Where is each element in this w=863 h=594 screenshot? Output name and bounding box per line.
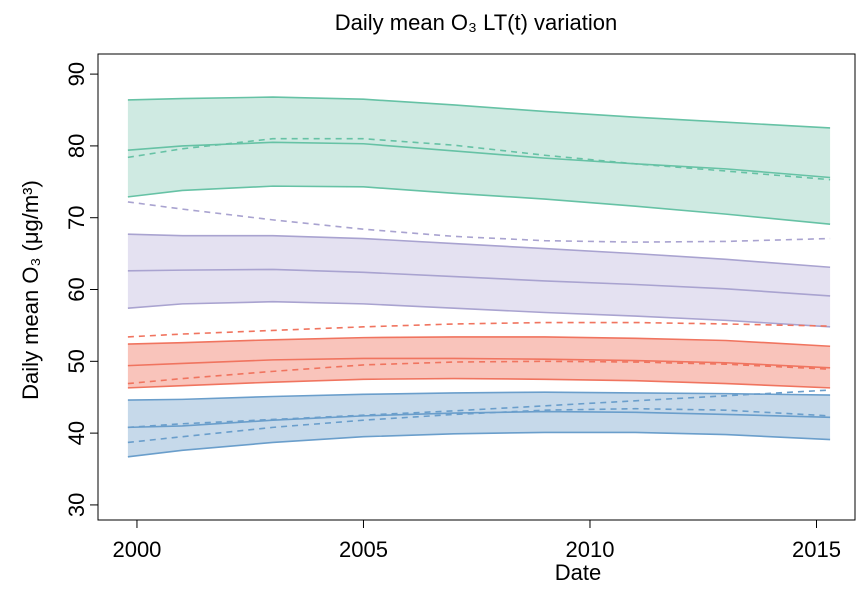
band-upper-edge [127, 233, 831, 269]
dashed-line [127, 321, 831, 338]
x-tick-label: 2005 [339, 537, 388, 562]
x-tick-label: 2010 [566, 537, 615, 562]
y-axis-title: Daily mean O₃ (μg/m³) [18, 180, 43, 400]
y-tick-label: 60 [64, 277, 89, 301]
trend-line [127, 268, 831, 297]
y-tick-label: 80 [64, 134, 89, 158]
x-tick-label: 2000 [112, 537, 161, 562]
y-tick-label: 30 [64, 493, 89, 517]
y-tick-label: 40 [64, 421, 89, 445]
band-lower-edge [127, 300, 831, 328]
y-tick-label: 50 [64, 349, 89, 373]
band-upper-edge [127, 336, 831, 348]
trend-line [127, 410, 831, 429]
y-tick-label: 70 [64, 205, 89, 229]
trend-line [127, 141, 831, 179]
confidence-band [127, 97, 831, 225]
y-tick-label: 90 [64, 62, 89, 86]
band-lower-edge [127, 431, 831, 458]
band-upper-edge [127, 391, 831, 401]
x-tick-label: 2015 [792, 537, 841, 562]
confidence-band [127, 234, 831, 327]
confidence-band [127, 336, 831, 388]
band-lower-edge [127, 377, 831, 389]
trend-line [127, 357, 831, 369]
band-upper-edge [127, 96, 831, 129]
band-lower-edge [127, 185, 831, 225]
x-axis-title: Date [555, 560, 601, 585]
chart-title: Daily mean O₃ LT(t) variation [335, 10, 617, 35]
confidence-band [127, 392, 831, 457]
